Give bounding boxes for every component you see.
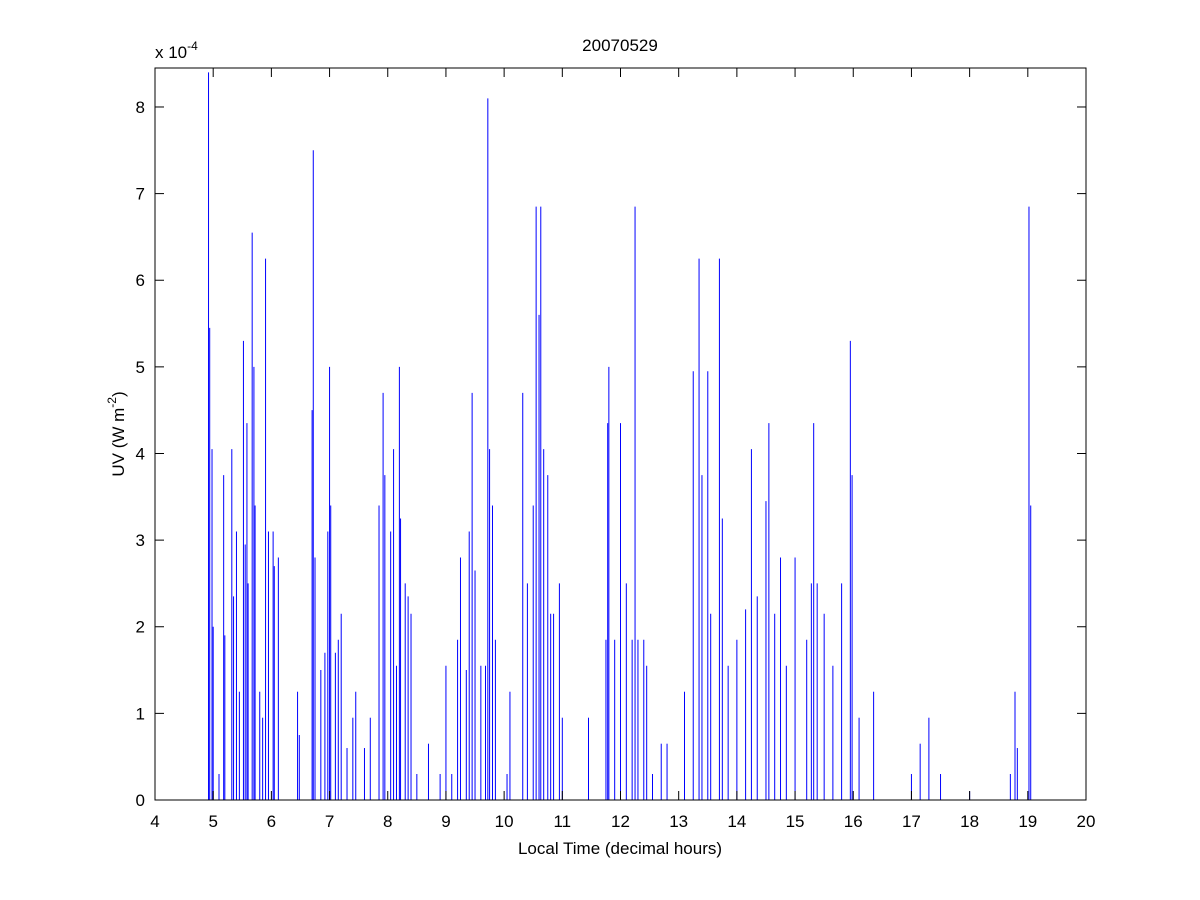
chart-title: 20070529: [582, 36, 658, 55]
x-tick-label: 12: [611, 812, 630, 831]
y-tick-label: 3: [136, 531, 145, 550]
x-tick-label: 4: [150, 812, 159, 831]
x-tick-label: 9: [441, 812, 450, 831]
x-tick-label: 18: [960, 812, 979, 831]
y-label-text: UV (W m: [109, 408, 128, 477]
scale-text: x 10: [155, 43, 187, 62]
x-tick-label: 5: [208, 812, 217, 831]
y-tick-label: 6: [136, 271, 145, 290]
x-tick-label: 7: [325, 812, 334, 831]
y-label-exponent: -2: [105, 397, 119, 408]
x-tick-label: 8: [383, 812, 392, 831]
y-label-tail: ): [109, 391, 128, 397]
y-tick-label: 2: [136, 618, 145, 637]
y-tick-label: 5: [136, 358, 145, 377]
x-tick-label: 20: [1077, 812, 1096, 831]
x-tick-label: 16: [844, 812, 863, 831]
x-tick-label: 14: [727, 812, 746, 831]
y-axis-label: UV (W m-2): [105, 391, 128, 476]
y-tick-label: 4: [136, 444, 145, 463]
x-tick-label: 19: [1018, 812, 1037, 831]
x-tick-label: 11: [553, 812, 571, 831]
scale-exponent: -4: [187, 39, 198, 53]
x-tick-label: 10: [495, 812, 514, 831]
y-tick-label: 0: [136, 791, 145, 810]
y-tick-label: 1: [136, 704, 145, 723]
x-tick-label: 6: [267, 812, 276, 831]
x-tick-label: 15: [786, 812, 805, 831]
x-tick-label: 17: [902, 812, 921, 831]
x-tick-label: 13: [669, 812, 688, 831]
y-tick-label: 8: [136, 98, 145, 117]
x-axis-label: Local Time (decimal hours): [518, 839, 722, 858]
y-tick-label: 7: [136, 185, 145, 204]
axis-scale: x 10-4: [155, 39, 198, 62]
